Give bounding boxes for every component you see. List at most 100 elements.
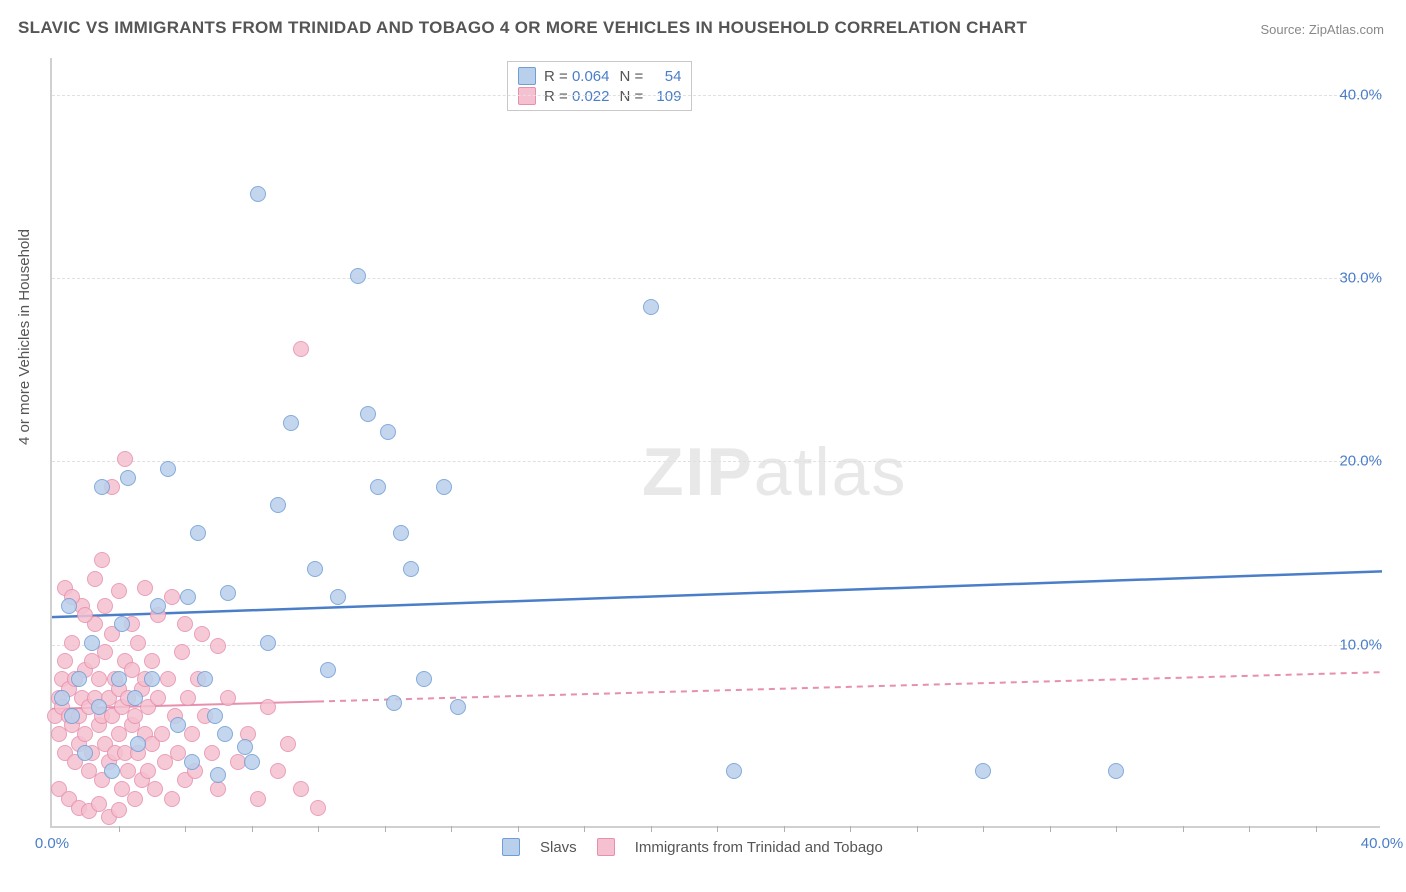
scatter-point xyxy=(643,299,659,315)
scatter-point xyxy=(94,479,110,495)
scatter-point xyxy=(174,644,190,660)
trend-line xyxy=(318,672,1382,701)
scatter-point xyxy=(283,415,299,431)
scatter-point xyxy=(403,561,419,577)
scatter-point xyxy=(220,585,236,601)
trend-lines-svg xyxy=(52,58,1382,828)
scatter-point xyxy=(310,800,326,816)
scatter-point xyxy=(150,690,166,706)
scatter-point xyxy=(84,635,100,651)
scatter-point xyxy=(127,690,143,706)
n-value-slavs: 54 xyxy=(647,68,681,85)
x-tick xyxy=(850,826,851,832)
scatter-point xyxy=(164,791,180,807)
scatter-point xyxy=(217,726,233,742)
scatter-point xyxy=(144,653,160,669)
scatter-point xyxy=(104,763,120,779)
gridline xyxy=(52,278,1382,279)
scatter-point xyxy=(177,616,193,632)
x-tick xyxy=(651,826,652,832)
scatter-point xyxy=(77,745,93,761)
scatter-point xyxy=(117,451,133,467)
n-value-tt: 109 xyxy=(647,88,681,105)
scatter-point xyxy=(320,662,336,678)
x-axis-max-label: 40.0% xyxy=(1361,835,1404,852)
scatter-point xyxy=(270,497,286,513)
legend-swatch-slavs xyxy=(518,67,536,85)
scatter-point xyxy=(293,341,309,357)
plot-box: ZIPatlas R = 0.064 N = 54 R = 0.022 N = … xyxy=(50,58,1380,828)
y-tick-label: 30.0% xyxy=(1339,270,1382,287)
x-tick xyxy=(717,826,718,832)
scatter-point xyxy=(77,607,93,623)
scatter-point xyxy=(436,479,452,495)
x-tick xyxy=(1316,826,1317,832)
scatter-point xyxy=(111,583,127,599)
x-tick xyxy=(385,826,386,832)
x-tick xyxy=(1116,826,1117,832)
x-tick xyxy=(1050,826,1051,832)
scatter-point xyxy=(450,699,466,715)
scatter-point xyxy=(140,763,156,779)
scatter-point xyxy=(164,589,180,605)
x-tick xyxy=(119,826,120,832)
legend-row-tt: R = 0.022 N = 109 xyxy=(518,86,681,106)
scatter-point xyxy=(61,598,77,614)
scatter-point xyxy=(91,671,107,687)
x-tick xyxy=(252,826,253,832)
chart-plot-area: ZIPatlas R = 0.064 N = 54 R = 0.022 N = … xyxy=(50,58,1380,828)
scatter-point xyxy=(204,745,220,761)
scatter-point xyxy=(280,736,296,752)
scatter-point xyxy=(180,690,196,706)
legend-swatch-tt-bottom xyxy=(597,838,615,856)
scatter-point xyxy=(307,561,323,577)
scatter-point xyxy=(194,626,210,642)
scatter-point xyxy=(416,671,432,687)
x-tick xyxy=(917,826,918,832)
scatter-point xyxy=(97,598,113,614)
scatter-point xyxy=(114,616,130,632)
scatter-point xyxy=(160,671,176,687)
scatter-point xyxy=(97,644,113,660)
scatter-point xyxy=(250,791,266,807)
x-tick xyxy=(1249,826,1250,832)
y-tick-label: 20.0% xyxy=(1339,453,1382,470)
scatter-point xyxy=(380,424,396,440)
scatter-point xyxy=(386,695,402,711)
scatter-point xyxy=(91,699,107,715)
scatter-point xyxy=(57,653,73,669)
y-tick-label: 10.0% xyxy=(1339,636,1382,653)
scatter-point xyxy=(147,781,163,797)
x-axis-min-label: 0.0% xyxy=(35,835,69,852)
source-label: Source: ZipAtlas.com xyxy=(1260,22,1384,37)
legend-swatch-slavs-bottom xyxy=(502,838,520,856)
scatter-point xyxy=(154,726,170,742)
x-tick xyxy=(318,826,319,832)
scatter-point xyxy=(160,461,176,477)
gridline xyxy=(52,95,1382,96)
scatter-point xyxy=(184,754,200,770)
x-tick xyxy=(185,826,186,832)
scatter-point xyxy=(87,571,103,587)
x-tick xyxy=(1183,826,1184,832)
scatter-point xyxy=(250,186,266,202)
scatter-point xyxy=(184,726,200,742)
scatter-point xyxy=(111,802,127,818)
r-value-slavs: 0.064 xyxy=(572,68,610,85)
scatter-point xyxy=(71,671,87,687)
x-tick xyxy=(451,826,452,832)
r-value-tt: 0.022 xyxy=(572,88,610,105)
legend-stats-box: R = 0.064 N = 54 R = 0.022 N = 109 xyxy=(507,61,692,111)
gridline xyxy=(52,645,1382,646)
x-tick xyxy=(518,826,519,832)
scatter-point xyxy=(370,479,386,495)
chart-title: SLAVIC VS IMMIGRANTS FROM TRINIDAD AND T… xyxy=(18,18,1027,38)
scatter-point xyxy=(270,763,286,779)
scatter-point xyxy=(137,580,153,596)
scatter-point xyxy=(54,690,70,706)
scatter-point xyxy=(726,763,742,779)
x-tick xyxy=(784,826,785,832)
y-tick-label: 40.0% xyxy=(1339,86,1382,103)
scatter-point xyxy=(127,791,143,807)
scatter-point xyxy=(180,589,196,605)
